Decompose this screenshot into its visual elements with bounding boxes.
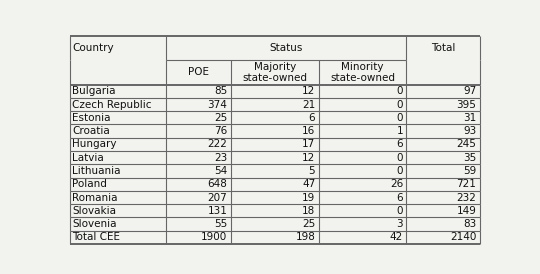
Text: Slovenia: Slovenia bbox=[72, 219, 117, 229]
Text: 42: 42 bbox=[390, 232, 403, 242]
Text: 648: 648 bbox=[207, 179, 227, 189]
Text: Total: Total bbox=[431, 43, 455, 53]
Text: Bulgaria: Bulgaria bbox=[72, 86, 116, 96]
Text: 21: 21 bbox=[302, 99, 315, 110]
Text: 85: 85 bbox=[214, 86, 227, 96]
Text: Minority
state-owned: Minority state-owned bbox=[330, 62, 395, 83]
Text: Croatia: Croatia bbox=[72, 126, 110, 136]
Text: 35: 35 bbox=[463, 153, 476, 163]
Text: 3: 3 bbox=[396, 219, 403, 229]
Text: 222: 222 bbox=[207, 139, 227, 149]
Text: 0: 0 bbox=[397, 153, 403, 163]
Text: 54: 54 bbox=[214, 166, 227, 176]
Text: 207: 207 bbox=[207, 193, 227, 202]
Text: 1: 1 bbox=[396, 126, 403, 136]
Text: Status: Status bbox=[269, 43, 303, 53]
Text: 16: 16 bbox=[302, 126, 315, 136]
Text: Estonia: Estonia bbox=[72, 113, 111, 123]
Text: 131: 131 bbox=[207, 206, 227, 216]
Text: 0: 0 bbox=[397, 206, 403, 216]
Text: Majority
state-owned: Majority state-owned bbox=[242, 62, 307, 83]
Text: 97: 97 bbox=[463, 86, 476, 96]
Text: Lithuania: Lithuania bbox=[72, 166, 120, 176]
Text: 0: 0 bbox=[397, 99, 403, 110]
Text: 721: 721 bbox=[456, 179, 476, 189]
Text: 149: 149 bbox=[456, 206, 476, 216]
Text: 25: 25 bbox=[302, 219, 315, 229]
Text: POE: POE bbox=[188, 67, 209, 78]
Text: 59: 59 bbox=[463, 166, 476, 176]
Text: 6: 6 bbox=[396, 139, 403, 149]
Text: 374: 374 bbox=[207, 99, 227, 110]
Text: 0: 0 bbox=[397, 113, 403, 123]
Text: 2140: 2140 bbox=[450, 232, 476, 242]
Text: 6: 6 bbox=[396, 193, 403, 202]
Text: Latvia: Latvia bbox=[72, 153, 104, 163]
Text: 245: 245 bbox=[456, 139, 476, 149]
Text: Czech Republic: Czech Republic bbox=[72, 99, 152, 110]
Text: Hungary: Hungary bbox=[72, 139, 117, 149]
Text: 232: 232 bbox=[456, 193, 476, 202]
Text: 1900: 1900 bbox=[201, 232, 227, 242]
Text: Poland: Poland bbox=[72, 179, 107, 189]
Text: 395: 395 bbox=[456, 99, 476, 110]
Text: 26: 26 bbox=[390, 179, 403, 189]
Text: 55: 55 bbox=[214, 219, 227, 229]
Text: 0: 0 bbox=[397, 166, 403, 176]
Text: Slovakia: Slovakia bbox=[72, 206, 116, 216]
Text: 0: 0 bbox=[397, 86, 403, 96]
Text: 198: 198 bbox=[295, 232, 315, 242]
Text: 23: 23 bbox=[214, 153, 227, 163]
Text: 31: 31 bbox=[463, 113, 476, 123]
Text: Total CEE: Total CEE bbox=[72, 232, 120, 242]
Text: 17: 17 bbox=[302, 139, 315, 149]
Text: 6: 6 bbox=[309, 113, 315, 123]
Text: Country: Country bbox=[72, 43, 114, 53]
Text: 19: 19 bbox=[302, 193, 315, 202]
Text: 93: 93 bbox=[463, 126, 476, 136]
Text: 25: 25 bbox=[214, 113, 227, 123]
Text: 83: 83 bbox=[463, 219, 476, 229]
Text: 18: 18 bbox=[302, 206, 315, 216]
Text: Romania: Romania bbox=[72, 193, 118, 202]
Text: 76: 76 bbox=[214, 126, 227, 136]
Text: 12: 12 bbox=[302, 86, 315, 96]
Text: 5: 5 bbox=[309, 166, 315, 176]
Text: 12: 12 bbox=[302, 153, 315, 163]
Text: 47: 47 bbox=[302, 179, 315, 189]
